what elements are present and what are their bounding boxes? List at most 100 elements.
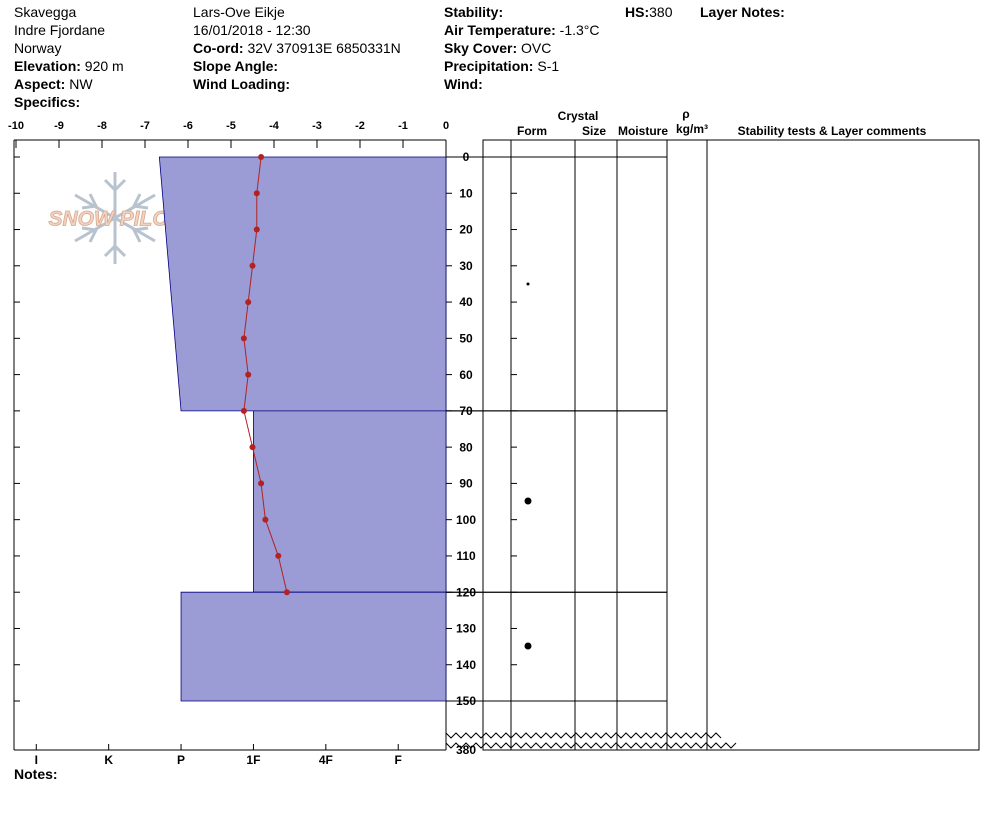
temperature-point <box>283 589 290 596</box>
field: HS:380 <box>625 3 672 21</box>
hardness-tick-label: 1F <box>246 753 260 767</box>
field: Slope Angle: <box>193 57 278 75</box>
field-label: Co-ord: <box>193 40 244 56</box>
hardness-layer <box>180 591 447 702</box>
datetime: 16/01/2018 - 12:30 <box>193 22 311 38</box>
field: Co-ord: 32V 370913E 6850331N <box>193 39 401 57</box>
temperature-point <box>245 371 252 378</box>
table-header: Stability tests & Layer comments <box>738 124 927 138</box>
observer: Lars-Ove Eikje <box>193 4 285 20</box>
y-tick-label: 20 <box>459 223 473 237</box>
y-tick-label: 120 <box>456 585 476 599</box>
field: Precipitation: S-1 <box>444 57 559 75</box>
field: Elevation: 920 m <box>14 57 124 75</box>
field-label: Elevation: <box>14 58 81 74</box>
field-label: Air Temperature: <box>444 22 556 38</box>
y-tick-label: 130 <box>456 622 476 636</box>
y-tick-label: 80 <box>459 440 473 454</box>
temperature-point <box>249 262 256 269</box>
grain-form-symbol <box>524 642 532 650</box>
temperature-point <box>275 552 282 559</box>
field: Wind: <box>444 75 483 93</box>
field-value: S-1 <box>537 58 560 74</box>
table-header: Size <box>582 124 606 138</box>
x-tick-label: -9 <box>54 120 64 132</box>
y-tick-label: 60 <box>459 368 473 382</box>
field: Stability: <box>444 3 503 21</box>
field-value: 920 m <box>84 58 124 74</box>
temperature-point <box>240 407 247 414</box>
watermark <box>74 172 156 264</box>
grain-form-symbol <box>524 497 532 505</box>
y-tick-label: 110 <box>456 549 476 563</box>
grain-form-symbol <box>526 282 530 286</box>
hardness-layer <box>253 410 447 593</box>
field-value: -1.3°C <box>559 22 600 38</box>
axis-break <box>445 732 737 749</box>
field-label: Layer Notes: <box>700 4 785 20</box>
field-label: Precipitation: <box>444 58 534 74</box>
field-label: Stability: <box>444 4 504 20</box>
field-label: Specifics: <box>14 94 81 110</box>
temperature-point <box>253 226 260 233</box>
x-tick-label: -7 <box>140 120 150 132</box>
hardness-tick-label: F <box>395 753 402 767</box>
hardness-layer <box>158 156 447 412</box>
field-label: Slope Angle: <box>193 58 279 74</box>
temperature-point <box>262 516 269 523</box>
field-label: Wind: <box>444 76 483 92</box>
x-tick-label: -5 <box>226 120 236 132</box>
y-tick-label: 10 <box>459 186 473 200</box>
hardness-tick-label: K <box>104 753 113 767</box>
y-tick-label: 100 <box>456 513 476 527</box>
field: Layer Notes: <box>700 3 785 21</box>
field-value: 32V 370913E 6850331N <box>247 40 401 56</box>
x-tick-label: -10 <box>8 120 24 132</box>
y-tick-label: 150 <box>456 694 476 708</box>
temperature-point <box>253 190 260 197</box>
hardness-tick-label: P <box>177 753 185 767</box>
temperature-point <box>245 299 252 306</box>
table-frame <box>13 139 980 751</box>
temperature-point <box>258 154 265 160</box>
x-tick-label: -6 <box>183 120 193 132</box>
table-header: ρ <box>682 107 689 121</box>
y-tick-label: 30 <box>459 259 473 273</box>
field: Air Temperature: -1.3°C <box>444 21 600 39</box>
x-tick-label: -4 <box>269 120 280 132</box>
field: Sky Cover: OVC <box>444 39 551 57</box>
x-tick-label: -1 <box>398 120 408 132</box>
y-tick-label: 50 <box>459 332 473 346</box>
field-label: Aspect: <box>14 76 66 92</box>
field-value: 380 <box>649 4 673 20</box>
y-tick-label: 90 <box>459 477 473 491</box>
field: Wind Loading: <box>193 75 290 93</box>
table-header: Form <box>517 124 547 138</box>
y-tick-label: 40 <box>459 295 473 309</box>
notes-label: Notes: <box>14 766 58 782</box>
field-value: OVC <box>521 40 552 56</box>
field: Aspect: NW <box>14 75 93 93</box>
location: Indre Fjordane <box>14 22 106 38</box>
hardness-tick-label: 4F <box>319 753 333 767</box>
hardness-tick-label: I <box>35 753 38 767</box>
location: Norway <box>14 40 62 56</box>
temperature-point <box>258 480 265 487</box>
x-tick-label: -3 <box>312 120 322 132</box>
location: Skavegga <box>14 4 77 20</box>
y-tick-label: 140 <box>456 658 476 672</box>
y-break-label: 380 <box>456 743 476 757</box>
field: Specifics: <box>14 93 80 111</box>
x-tick-label: -2 <box>355 120 365 132</box>
y-tick-label: 0 <box>463 150 470 164</box>
table-header: kg/m³ <box>676 122 708 136</box>
x-tick-label: 0 <box>443 120 449 132</box>
field-label: Wind Loading: <box>193 76 291 92</box>
x-tick-label: -8 <box>97 120 107 132</box>
table-header: Moisture <box>618 124 668 138</box>
field-label: HS: <box>625 4 650 20</box>
y-tick-label: 70 <box>459 404 473 418</box>
temperature-point <box>249 444 256 451</box>
